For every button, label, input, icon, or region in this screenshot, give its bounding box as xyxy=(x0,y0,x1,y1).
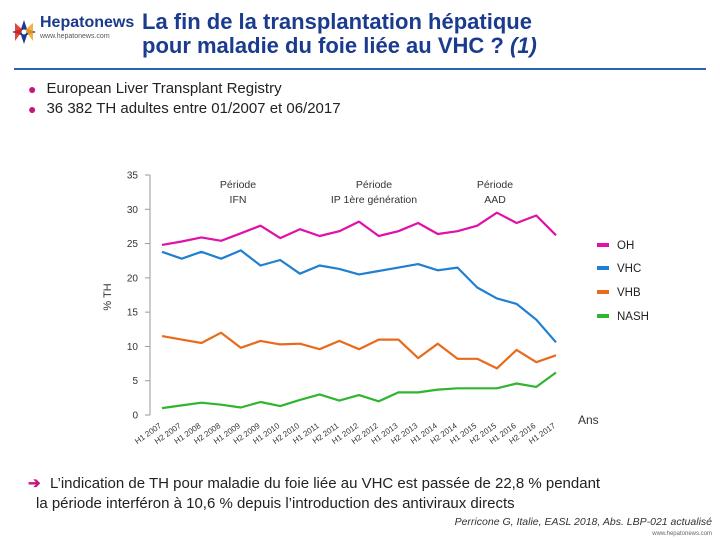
series-line-nash xyxy=(161,371,557,410)
bullet-dot-icon: ● xyxy=(28,81,37,97)
legend-label-vhb: VHB xyxy=(617,287,641,299)
series-line-vhb xyxy=(161,331,557,370)
legend-label-nash: NASH xyxy=(617,311,649,323)
period-label-line-1: Période xyxy=(477,179,513,191)
legend-label-oh: OH xyxy=(617,240,634,252)
logo-url: www.hepatonews.com xyxy=(40,33,110,40)
series-line-vhc xyxy=(161,249,557,344)
y-axis-label: % TH xyxy=(102,283,114,310)
y-tick-label: 5 xyxy=(132,376,138,387)
hepatonews-logo xyxy=(12,20,36,44)
reference: Perricone G, Italie, EASL 2018, Abs. LBP… xyxy=(454,516,712,528)
logo-name: Hepatonews xyxy=(40,14,135,31)
footer-url: www.hepatonews.com xyxy=(652,531,712,537)
y-tick-label: 15 xyxy=(127,308,139,319)
title-footnote: (1) xyxy=(509,33,537,58)
period-label-line-1: Période xyxy=(356,179,392,191)
title-line-1: La fin de la transplantation hépatique xyxy=(142,9,532,34)
title-line-2-main: pour maladie du foie liée au VHC ? xyxy=(142,33,504,58)
conclusion-line-1: L’indication de TH pour maladie du foie … xyxy=(50,475,601,492)
arrow-right-icon: ➔ xyxy=(28,475,41,492)
bullet-dot-icon: ● xyxy=(28,101,37,117)
bullet-list: ● European Liver Transplant Registry ● 3… xyxy=(28,79,341,119)
x-axis-label: Ans xyxy=(578,413,599,427)
title-separator xyxy=(14,68,706,70)
bullet-item: ● European Liver Transplant Registry xyxy=(28,79,341,99)
period-label-line-1: Période xyxy=(220,179,256,191)
series-line-oh xyxy=(161,211,557,246)
y-tick-label: 0 xyxy=(132,411,138,422)
y-tick-label: 30 xyxy=(127,205,139,216)
title-line-2: pour maladie du foie liée au VHC ? (1) xyxy=(142,34,702,58)
chart-legend: OH VHC VHB NASH xyxy=(597,240,649,323)
chart-series xyxy=(161,211,557,410)
page-title: La fin de la transplantation hépatique p… xyxy=(142,10,702,58)
chart-axes: 0 5 10 15 20 25 30 35 % TH Ans xyxy=(102,171,599,428)
period-label-line-2: IP 1ère génération xyxy=(331,194,417,206)
bullet-text: European Liver Transplant Registry xyxy=(46,80,282,97)
y-tick-label: 20 xyxy=(127,273,139,284)
period-label-line-2: IFN xyxy=(230,194,247,206)
y-tick-label: 25 xyxy=(127,239,139,250)
bullet-item: ● 36 382 TH adultes entre 01/2007 et 06/… xyxy=(28,99,341,119)
conclusion: ➔ L’indication de TH pour maladie du foi… xyxy=(28,474,696,514)
conclusion-line-2: la période interféron à 10,6 % depuis l’… xyxy=(36,495,515,512)
period-labels: Période IFN Période IP 1ère génération Pério… xyxy=(220,179,513,206)
legend-label-vhc: VHC xyxy=(617,263,641,275)
period-label-line-2: AAD xyxy=(484,194,506,206)
y-tick-label: 35 xyxy=(127,171,139,182)
bullet-text: 36 382 TH adultes entre 01/2007 et 06/20… xyxy=(46,100,341,117)
y-tick-label: 10 xyxy=(127,342,139,353)
